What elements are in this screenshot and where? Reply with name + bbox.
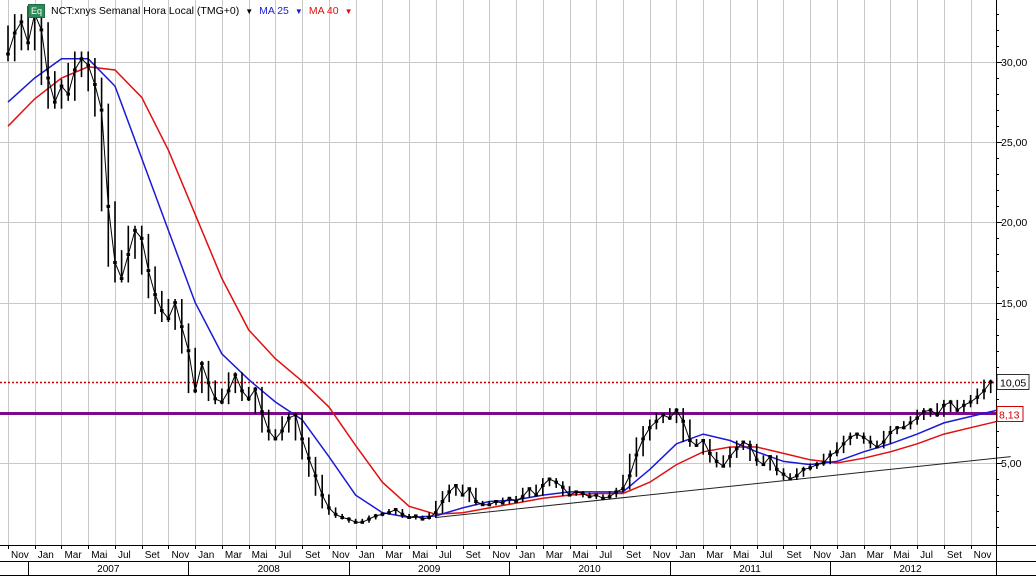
resistance-label: 10,05 [1000,378,1026,390]
ma40-dropdown-icon[interactable]: ▼ [344,6,353,16]
x-tick-label: Mar [385,550,403,561]
horizontal-line-labels: 10,05 8,13 [996,374,1030,422]
x-tick-label: Mai [733,550,749,561]
x-tick-label: Mar [64,550,82,561]
price-point [6,52,10,56]
x-axis: Nov Jan Mar Mai Jul Set Nov Jan Mar Mai Jul Set Nov J… [0,545,1036,576]
x-tick-label: Mai [412,550,428,561]
x-tick-label: Mar [225,550,243,561]
y-tick-label: 20,00 [1001,217,1027,229]
year-label: 2010 [578,564,601,575]
x-tick-label: Mai [573,550,589,561]
horizontal-lines [0,381,996,415]
ma25-legend-label[interactable]: MA 25 [259,5,289,17]
ma40-line [7,66,998,516]
x-tick-label: Nov [653,550,671,561]
x-tick-label: Mai [91,550,107,561]
y-tick-label: 30,00 [1001,57,1027,69]
x-tick-label: Jul [920,550,933,561]
x-tick-label: Set [786,550,801,561]
x-tick-label: Set [626,550,641,561]
y-axis: 5,00 15,00 20,00 25,00 30,00 [996,0,1027,576]
x-tick-label: Set [145,550,160,561]
x-tick-label: Jul [599,550,612,561]
equity-badge: Eq [28,4,46,18]
x-tick-label: Mai [893,550,909,561]
symbol-title[interactable]: NCT:xnys Semanal Hora Local (TMG+0) [51,5,240,17]
trend-line [435,456,1011,519]
ma40-legend-label[interactable]: MA 40 [308,5,339,17]
x-tick-label: Mai [252,550,268,561]
x-tick-label: Jan [198,550,214,561]
x-tick-label: Set [305,550,320,561]
chart-legend: Eq NCT:xnys Semanal Hora Local (TMG+0) ▼… [28,4,353,18]
x-tick-label: Nov [974,550,992,561]
resistance-label-box [996,374,1030,390]
y-tick-label: 15,00 [1001,298,1027,310]
x-tick-label: Nov [171,550,189,561]
year-label: 2008 [258,564,281,575]
x-tick-label: Jan [679,550,695,561]
trend-line-segment [435,456,1011,519]
year-label: 2009 [418,564,441,575]
x-tick-label: Jul [278,550,291,561]
symbol-dropdown-icon[interactable]: ▼ [245,6,254,16]
x-tick-label: Jan [38,550,54,561]
year-label: 2007 [97,564,120,575]
year-label: 2012 [899,564,922,575]
series-group [6,5,998,524]
ma25-dropdown-icon[interactable]: ▼ [294,6,303,16]
x-tick-label: Set [466,550,481,561]
x-tick-label: Nov [11,550,29,561]
y-tick-label: 25,00 [1001,137,1027,149]
support-label: 8,13 [999,410,1020,422]
x-tick-label: Nov [492,550,510,561]
x-tick-label: Jul [760,550,773,561]
x-tick-label: Mar [546,550,564,561]
price-series [6,5,993,524]
x-tick-label: Mar [706,550,724,561]
y-tick-label: 5,00 [1001,458,1022,470]
x-tick-label: Nov [813,550,831,561]
x-tick-label: Jul [439,550,452,561]
x-tick-label: Mar [867,550,885,561]
x-tick-label: Nov [332,550,350,561]
x-tick-label: Jul [118,550,131,561]
year-label: 2011 [739,564,761,575]
x-tick-label: Jan [519,550,535,561]
price-line [7,12,992,523]
x-tick-label: Jan [840,550,856,561]
support-label-box [996,406,1024,422]
x-tick-label: Jan [359,550,375,561]
x-tick-label: Set [947,550,962,561]
